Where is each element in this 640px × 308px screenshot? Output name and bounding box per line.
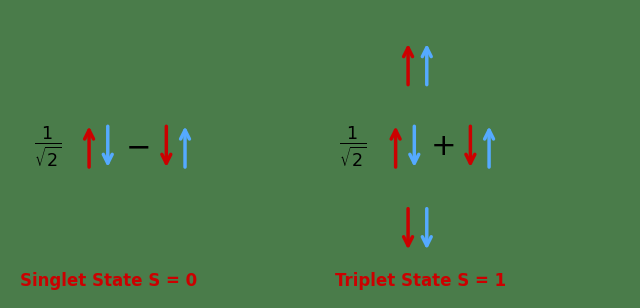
Text: $+$: $+$ (430, 132, 454, 161)
Text: $\frac{1}{\sqrt{2}}$: $\frac{1}{\sqrt{2}}$ (34, 124, 62, 169)
Text: $\frac{1}{\sqrt{2}}$: $\frac{1}{\sqrt{2}}$ (339, 124, 367, 169)
Text: $-$: $-$ (125, 132, 149, 161)
Text: Triplet State S = 1: Triplet State S = 1 (335, 272, 506, 290)
Text: Singlet State S = 0: Singlet State S = 0 (20, 272, 198, 290)
